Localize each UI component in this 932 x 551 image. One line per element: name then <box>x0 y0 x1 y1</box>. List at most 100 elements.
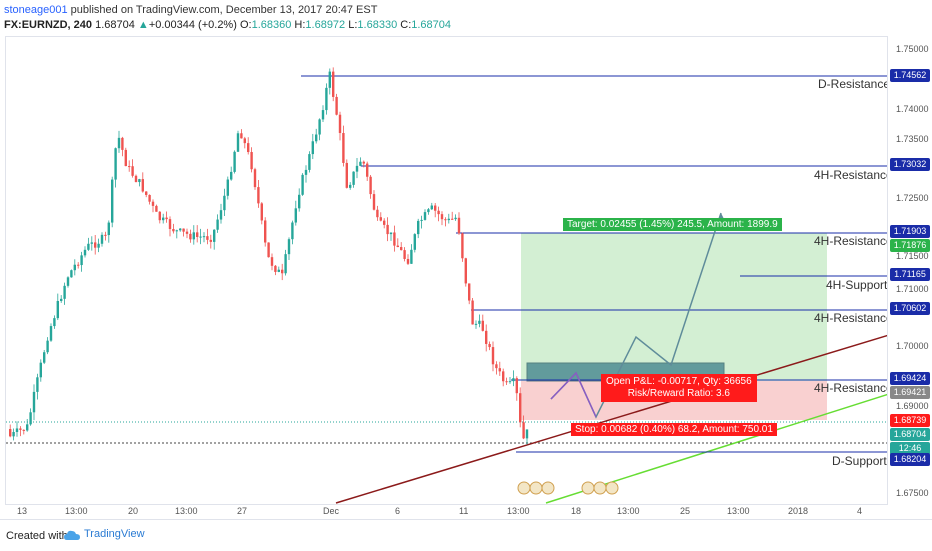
time-tick: 13:00 <box>65 506 88 516</box>
author-link[interactable]: stoneage001 <box>4 4 68 16</box>
candle-body <box>240 133 243 139</box>
price-tick: 1.71500 <box>896 251 929 261</box>
candle-body <box>134 175 138 183</box>
d-resistance-label: D-Resistance <box>818 77 888 91</box>
h4-support-label: 4H-Support <box>826 278 888 292</box>
change-value: +0.00344 (+0.2%) <box>148 19 237 31</box>
candle-body <box>104 234 107 236</box>
candle-body <box>362 161 365 164</box>
open-price-tag: 1.69421 <box>890 386 930 399</box>
candle-body <box>352 171 355 185</box>
publish-line: stoneage001 published on TradingView.com… <box>4 4 377 16</box>
candle-body <box>196 232 199 237</box>
candle-body <box>393 232 396 246</box>
projection-path-purple <box>550 371 597 418</box>
candle-body <box>491 347 495 365</box>
time-tick: 13:00 <box>175 506 198 516</box>
candle-body <box>315 134 318 142</box>
candle-body <box>100 234 104 244</box>
candle-body <box>444 219 447 221</box>
candle-body <box>338 114 342 134</box>
chart-plot-area[interactable]: D-Resistance 4H-Resistance 4H-Resistance… <box>5 36 888 505</box>
candle-body <box>124 149 127 167</box>
tradingview-brand-link[interactable]: TradingView <box>84 528 145 540</box>
h4-resistance-label-1: 4H-Resistance <box>814 168 888 182</box>
candle-body <box>49 326 53 341</box>
candle-body <box>97 243 100 248</box>
time-tick: 2018 <box>788 506 809 516</box>
candle-body <box>372 194 376 210</box>
candle-body <box>202 236 206 238</box>
candle-body <box>15 428 19 432</box>
time-price-tag: 12:46 <box>890 442 930 455</box>
candle-body <box>257 187 260 204</box>
candles-group <box>9 67 529 445</box>
candle-body <box>87 243 90 250</box>
candle-body <box>430 205 433 210</box>
h4-res4-price-tag: 1.69424 <box>890 372 930 385</box>
time-tick: 20 <box>128 506 139 516</box>
candle-body <box>474 323 478 325</box>
candle-body <box>121 137 124 150</box>
candle-body <box>406 258 410 264</box>
event-icons[interactable] <box>517 481 619 495</box>
candle-body <box>440 214 444 220</box>
candle-body <box>12 431 15 437</box>
candle-body <box>498 368 501 372</box>
candle-body <box>502 371 505 382</box>
price-tick: 1.67500 <box>896 488 929 498</box>
candle-body <box>308 154 311 170</box>
candle-body <box>53 318 56 327</box>
candle-body <box>481 320 484 331</box>
candle-body <box>26 424 29 431</box>
open-pl-label: Open P&L: -0.00717, Qty: 36656 <box>606 376 752 387</box>
time-tick: 25 <box>680 506 691 516</box>
candle-body <box>223 195 226 211</box>
close-value: 1.68704 <box>411 19 452 31</box>
high-value: 1.68972 <box>305 19 346 31</box>
candle-body <box>151 201 155 206</box>
h4-resistance-label-4: 4H-Resistance <box>814 381 888 395</box>
candle-body <box>22 429 25 431</box>
price-tick: 1.72500 <box>896 193 929 203</box>
candle-body <box>46 340 49 353</box>
candle-body <box>209 239 212 242</box>
price-tick: 1.73500 <box>896 134 929 144</box>
candle-body <box>389 232 393 235</box>
candle-body <box>73 264 76 271</box>
candle-body <box>155 205 158 212</box>
time-tick: 11 <box>459 506 469 516</box>
candle-body <box>9 429 12 437</box>
candle-body <box>345 162 348 188</box>
candle-body <box>379 217 382 221</box>
low-value: 1.68330 <box>357 19 398 31</box>
candle-body <box>199 236 202 238</box>
candle-body <box>505 381 508 383</box>
publish-text: published on TradingView.com, December 1… <box>67 4 378 16</box>
price-tick: 1.75000 <box>896 44 929 54</box>
h4-res2-price-tag: 1.71903 <box>890 225 930 238</box>
candle-body <box>83 249 87 256</box>
candle-body <box>519 393 522 423</box>
dark-trend-line <box>335 334 887 504</box>
close-label: C: <box>400 19 412 31</box>
change-arrow-icon: ▲ <box>137 19 149 31</box>
candle-body <box>148 194 151 202</box>
stop-label: Stop: 0.00682 (0.40%) 68.2, Amount: 750.… <box>571 423 777 436</box>
candle-body <box>77 264 80 266</box>
time-tick: 4 <box>857 506 863 516</box>
candle-body <box>284 254 287 274</box>
candle-body <box>478 320 481 324</box>
candle-body <box>512 378 515 382</box>
candle-body <box>427 209 430 213</box>
candle-body <box>29 412 32 425</box>
candle-body <box>413 234 416 250</box>
candle-body <box>90 242 93 244</box>
candle-body <box>39 362 42 378</box>
d-support-label: D-Support <box>832 454 887 468</box>
candle-body <box>522 422 525 439</box>
candle-body <box>138 179 141 183</box>
symbol-label[interactable]: FX:EURNZD, 240 <box>4 19 93 31</box>
candle-body <box>318 119 321 135</box>
time-axis[interactable]: 13 13:00 20 13:00 27 Dec 6 11 13:00 18 1… <box>5 505 888 519</box>
